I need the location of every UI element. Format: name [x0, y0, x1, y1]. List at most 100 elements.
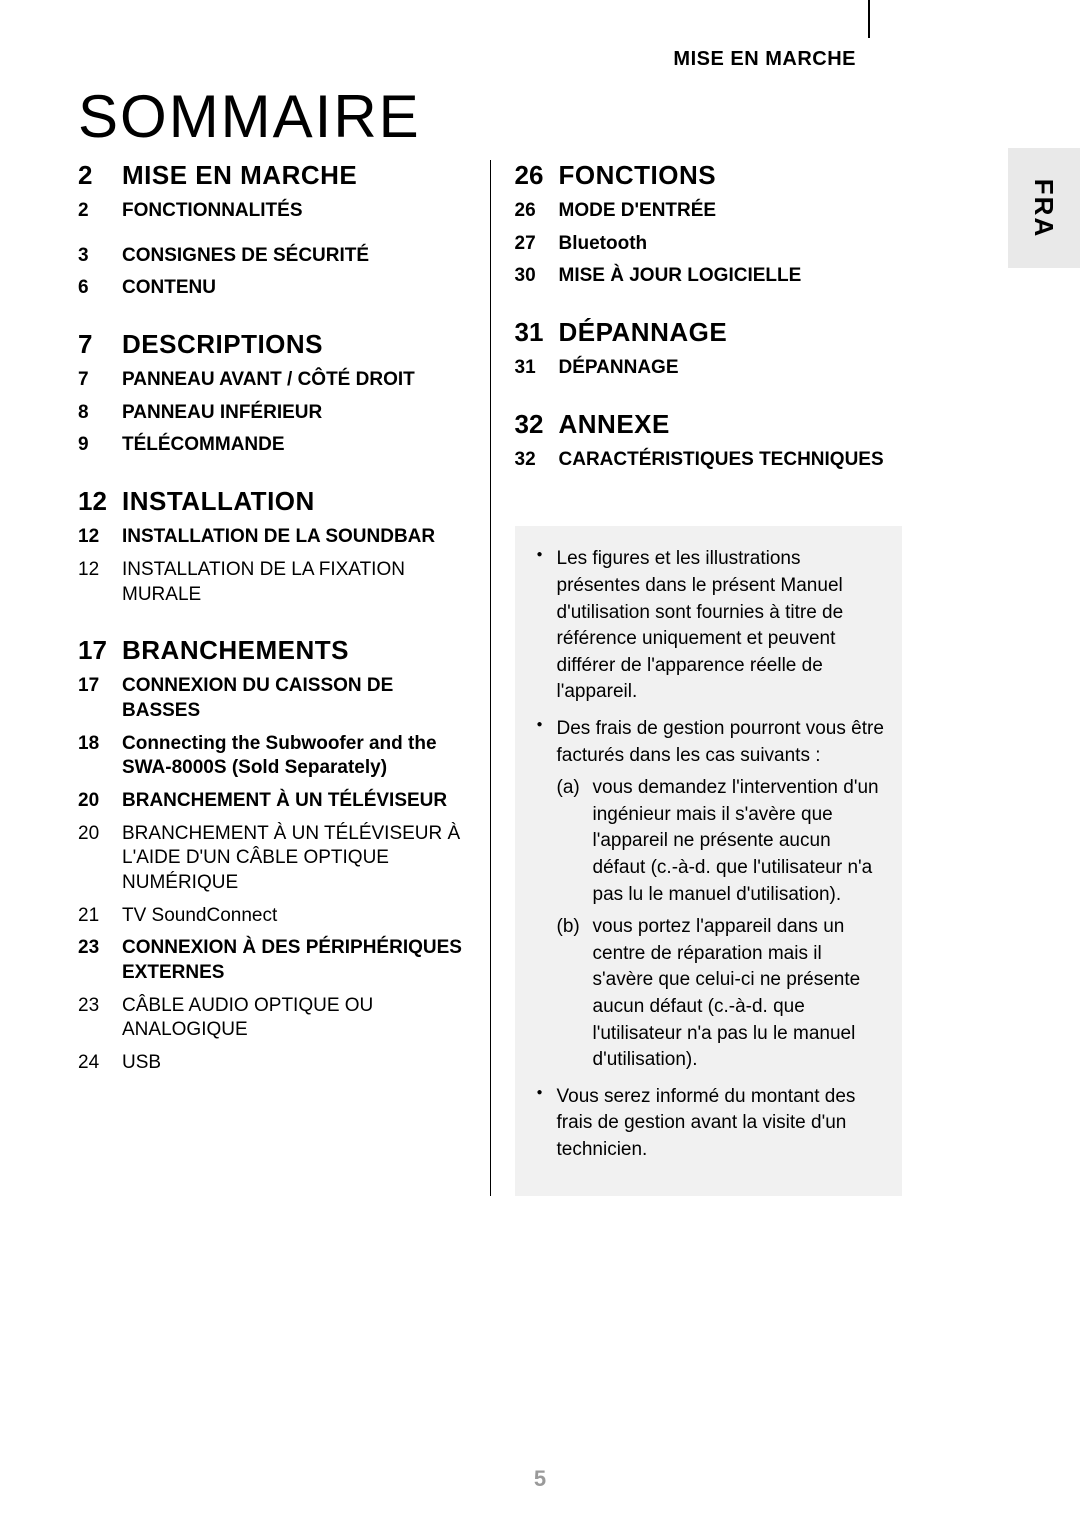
toc-section-header: 12 INSTALLATION	[78, 486, 466, 517]
toc-entry-page: 7	[78, 368, 122, 393]
note-item: Les figures et les illustrations présent…	[533, 546, 885, 706]
toc-entry-page: 2	[78, 199, 122, 224]
language-tab-text: FRA	[1029, 178, 1060, 237]
page-number: 5	[0, 1466, 1080, 1492]
note-subitem-text: vous portez l'appareil dans un centre de…	[593, 916, 861, 1070]
toc-section-page: 31	[515, 317, 559, 348]
toc-entry-page: 8	[78, 401, 122, 426]
toc-entry-title: BRANCHEMENT À UN TÉLÉVISEUR À L'AIDE D'U…	[122, 822, 466, 896]
toc-section-page: 17	[78, 635, 122, 666]
note-subitem-marker: (a)	[557, 775, 580, 802]
toc-entry: 7PANNEAU AVANT / CÔTÉ DROIT	[78, 368, 466, 393]
toc-section: 17 BRANCHEMENTS 17CONNEXION DU CAISSON D…	[78, 635, 466, 1076]
toc-entries: 17CONNEXION DU CAISSON DE BASSES 18Conne…	[78, 674, 466, 1076]
toc-entry-page: 18	[78, 732, 122, 757]
toc-entry-page: 17	[78, 674, 122, 699]
toc-columns: 2 MISE EN MARCHE 2FONCTIONNALITÉS 3CONSI…	[78, 160, 902, 1196]
toc-section-title: DESCRIPTIONS	[122, 329, 323, 360]
toc-entry-page: 12	[78, 525, 122, 550]
toc-entry: 20BRANCHEMENT À UN TÉLÉVISEUR À L'AIDE D…	[78, 822, 466, 896]
toc-entries: 2FONCTIONNALITÉS 3CONSIGNES DE SÉCURITÉ …	[78, 199, 466, 301]
language-tab: FRA	[1008, 148, 1080, 268]
toc-entry-title: Bluetooth	[559, 232, 648, 257]
toc-section-title: DÉPANNAGE	[559, 317, 728, 348]
toc-section-page: 2	[78, 160, 122, 191]
toc-section-title: BRANCHEMENTS	[122, 635, 349, 666]
top-divider	[868, 0, 870, 38]
toc-entry-page: 30	[515, 264, 559, 289]
note-subitem: (b) vous portez l'appareil dans un centr…	[557, 914, 885, 1074]
toc-entry-page: 20	[78, 789, 122, 814]
toc-section: 31 DÉPANNAGE 31DÉPANNAGE	[515, 317, 903, 381]
toc-entry-title: USB	[122, 1051, 161, 1076]
toc-section-page: 7	[78, 329, 122, 360]
note-text: Vous serez informé du montant des frais …	[557, 1086, 856, 1160]
toc-entry-title: CONTENU	[122, 276, 216, 301]
toc-section: 32 ANNEXE 32CARACTÉRISTIQUES TECHNIQUES	[515, 409, 903, 473]
note-subitem-marker: (b)	[557, 914, 580, 941]
toc-entry-page: 12	[78, 558, 122, 583]
page-title: SOMMAIRE	[78, 82, 421, 151]
note-subitem-text: vous demandez l'intervention d'un ingéni…	[593, 777, 879, 904]
toc-entry-title: CONNEXION DU CAISSON DE BASSES	[122, 674, 466, 723]
toc-section-page: 12	[78, 486, 122, 517]
toc-entry: 12INSTALLATION DE LA SOUNDBAR	[78, 525, 466, 550]
toc-section-title: MISE EN MARCHE	[122, 160, 357, 191]
notes-list: Les figures et les illustrations présent…	[533, 546, 885, 1163]
toc-entry-title: CONNEXION À DES PÉRIPHÉRIQUES EXTERNES	[122, 936, 466, 985]
toc-section-title: INSTALLATION	[122, 486, 315, 517]
toc-entry: 21TV SoundConnect	[78, 904, 466, 929]
toc-entry-title: CARACTÉRISTIQUES TECHNIQUES	[559, 448, 884, 473]
notes-box: Les figures et les illustrations présent…	[515, 526, 903, 1195]
page: MISE EN MARCHE FRA SOMMAIRE 2 MISE EN MA…	[0, 0, 1080, 1532]
toc-entry-title: BRANCHEMENT À UN TÉLÉVISEUR	[122, 789, 447, 814]
toc-section-header: 32 ANNEXE	[515, 409, 903, 440]
toc-entry-title: PANNEAU INFÉRIEUR	[122, 401, 322, 426]
toc-section-page: 26	[515, 160, 559, 191]
toc-section-title: FONCTIONS	[559, 160, 717, 191]
toc-entry-page: 3	[78, 244, 122, 269]
toc-entry-title: MODE D'ENTRÉE	[559, 199, 717, 224]
note-item: Des frais de gestion pourront vous être …	[533, 716, 885, 1074]
toc-entry: 3CONSIGNES DE SÉCURITÉ	[78, 244, 466, 269]
toc-entry-page: 20	[78, 822, 122, 847]
toc-entry-title: DÉPANNAGE	[559, 356, 679, 381]
toc-section-header: 31 DÉPANNAGE	[515, 317, 903, 348]
toc-entry: 23CÂBLE AUDIO OPTIQUE OU ANALOGIQUE	[78, 994, 466, 1043]
note-subitem: (a) vous demandez l'intervention d'un in…	[557, 775, 885, 908]
toc-entry: 12INSTALLATION DE LA FIXATION MURALE	[78, 558, 466, 607]
toc-entry: 6CONTENU	[78, 276, 466, 301]
header-section-label: MISE EN MARCHE	[673, 48, 856, 71]
toc-entry: 9TÉLÉCOMMANDE	[78, 433, 466, 458]
toc-section: 2 MISE EN MARCHE 2FONCTIONNALITÉS 3CONSI…	[78, 160, 466, 301]
toc-entry-title: INSTALLATION DE LA SOUNDBAR	[122, 525, 435, 550]
toc-entries: 32CARACTÉRISTIQUES TECHNIQUES	[515, 448, 903, 473]
toc-entry: 27Bluetooth	[515, 232, 903, 257]
toc-entry: 18Connecting the Subwoofer and the SWA-8…	[78, 732, 466, 781]
toc-entry-title: MISE À JOUR LOGICIELLE	[559, 264, 802, 289]
toc-entry: 8PANNEAU INFÉRIEUR	[78, 401, 466, 426]
toc-entry-page: 23	[78, 994, 122, 1019]
note-text: Des frais de gestion pourront vous être …	[557, 718, 884, 766]
toc-entry: 24USB	[78, 1051, 466, 1076]
toc-section-title: ANNEXE	[559, 409, 670, 440]
toc-entry-title: INSTALLATION DE LA FIXATION MURALE	[122, 558, 466, 607]
toc-entry-page: 21	[78, 904, 122, 929]
toc-entries: 7PANNEAU AVANT / CÔTÉ DROIT 8PANNEAU INF…	[78, 368, 466, 458]
toc-section: 26 FONCTIONS 26MODE D'ENTRÉE 27Bluetooth…	[515, 160, 903, 289]
toc-section: 12 INSTALLATION 12INSTALLATION DE LA SOU…	[78, 486, 466, 607]
toc-entry-page: 9	[78, 433, 122, 458]
toc-entry: 26MODE D'ENTRÉE	[515, 199, 903, 224]
toc-entry-page: 32	[515, 448, 559, 473]
toc-entry: 2FONCTIONNALITÉS	[78, 199, 466, 224]
toc-entry: 17CONNEXION DU CAISSON DE BASSES	[78, 674, 466, 723]
toc-entry: 31DÉPANNAGE	[515, 356, 903, 381]
toc-entries: 31DÉPANNAGE	[515, 356, 903, 381]
toc-entry-page: 31	[515, 356, 559, 381]
toc-entry-title: TV SoundConnect	[122, 904, 277, 929]
toc-section: 7 DESCRIPTIONS 7PANNEAU AVANT / CÔTÉ DRO…	[78, 329, 466, 458]
toc-column-right: 26 FONCTIONS 26MODE D'ENTRÉE 27Bluetooth…	[491, 160, 903, 1196]
toc-entry-title: PANNEAU AVANT / CÔTÉ DROIT	[122, 368, 415, 393]
toc-entry-title: FONCTIONNALITÉS	[122, 199, 303, 224]
toc-entry: 30MISE À JOUR LOGICIELLE	[515, 264, 903, 289]
